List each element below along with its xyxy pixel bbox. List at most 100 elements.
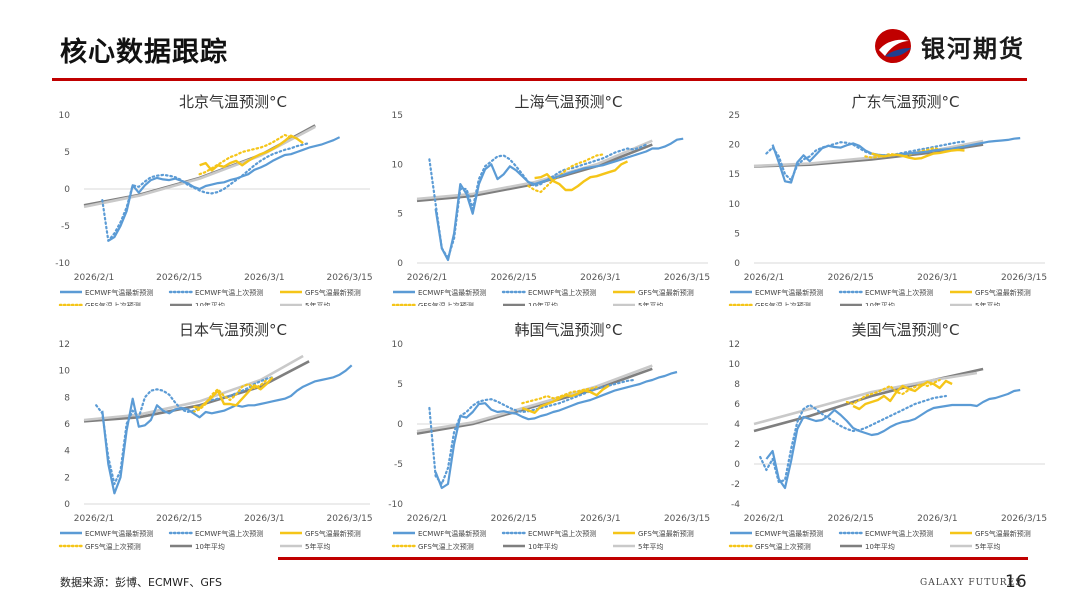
x-tick-label: 2026/2/1 — [744, 514, 784, 524]
chart-usa: 美国气温预测°C -4 -2 0 2 4 6 8 10 12 2026/2/1 2026/2/15 20… — [729, 321, 1048, 551]
x-tick-label: 2026/2/15 — [156, 514, 202, 524]
legend-label: 5年平均 — [975, 542, 1000, 551]
x-tick-label: 2026/2/15 — [491, 273, 537, 283]
page-title: 核心数据跟踪 — [60, 37, 228, 68]
legend-label: 5年平均 — [305, 301, 330, 306]
x-tick-label: 2026/2/15 — [491, 514, 537, 524]
y-tick-label: -5 — [61, 222, 70, 232]
line-ecmwf-dot — [101, 142, 311, 242]
x-tick-label: 2026/3/1 — [917, 273, 957, 283]
y-tick-label: 5 — [397, 380, 403, 390]
y-tick-label: 10 — [729, 360, 741, 370]
line-ecmwf-solid — [434, 370, 678, 490]
legend-label: GFS气温上次预测 — [418, 301, 474, 306]
y-tick-label: 6 — [734, 400, 740, 410]
y-tick-label: -10 — [388, 500, 403, 510]
x-tick-label: 2026/2/15 — [828, 514, 874, 524]
legend-label: GFS气温最新预测 — [305, 288, 361, 297]
line-ecmwf-solid — [101, 364, 353, 495]
y-tick-label: -10 — [55, 259, 70, 269]
x-tick-label: 2026/3/15 — [326, 273, 372, 283]
brand-name: 银河期货 — [921, 34, 1025, 63]
x-tick-label: 2026/2/1 — [407, 514, 447, 524]
legend-label: ECMWF气温最新预测 — [755, 288, 823, 297]
legend-label: ECMWF气温最新预测 — [85, 529, 153, 538]
chart-guangdong: 广东气温预测°C 0 5 10 15 20 25 2026/2/1 2026/2/15 2026/… — [729, 93, 1047, 306]
brand-logo: 银河期货 — [873, 26, 1025, 66]
line-gfs-solid — [871, 148, 965, 160]
y-tick-label: 20 — [729, 141, 741, 151]
y-tick-label: -4 — [731, 500, 740, 510]
footer-divider — [278, 557, 1028, 560]
legend-label: 10年平均 — [528, 542, 558, 551]
header-divider — [52, 78, 1027, 81]
y-tick-label: 4 — [64, 447, 70, 457]
legend-label: GFS气温上次预测 — [85, 301, 141, 306]
legend-label: 10年平均 — [195, 301, 225, 306]
y-tick-label: 15 — [729, 170, 740, 180]
legend-label: ECMWF气温最新预测 — [85, 288, 153, 297]
x-tick-label: 2026/3/1 — [580, 514, 620, 524]
legend-label: 5年平均 — [975, 301, 1000, 306]
legend-label: 5年平均 — [638, 301, 663, 306]
chart-title: 日本气温预测°C — [179, 321, 287, 339]
x-tick-label: 2026/3/15 — [326, 514, 372, 524]
x-tick-label: 2026/3/1 — [917, 514, 957, 524]
legend-label: GFS气温最新预测 — [638, 288, 694, 297]
chart-japan: 日本气温预测°C 0 2 4 6 8 10 12 2026/2/1 2026/2/15 2026/3… — [59, 321, 373, 551]
chart-title: 韩国气温预测°C — [515, 321, 623, 339]
legend-label: 5年平均 — [638, 542, 663, 551]
legend-label: GFS气温上次预测 — [418, 542, 474, 551]
legend-label: 10年平均 — [195, 542, 225, 551]
chart-beijing: 北京气温预测°C -10 -5 0 5 10 2026/2/1 2026/2/15 2026/3… — [55, 93, 373, 306]
legend-label: GFS气温最新预测 — [305, 529, 361, 538]
chart-title: 美国气温预测°C — [852, 321, 960, 339]
footer-brand: GALAXY FUTURES — [920, 578, 1023, 588]
x-tick-label: 2026/3/15 — [1001, 273, 1047, 283]
legend-label: ECMWF气温上次预测 — [195, 288, 263, 297]
y-tick-label: -5 — [394, 460, 403, 470]
x-tick-label: 2026/2/1 — [74, 273, 114, 283]
line-ecmwf-dot — [759, 394, 947, 484]
legend-label: GFS气温上次预测 — [755, 542, 811, 551]
line-gfs-solid — [521, 384, 610, 414]
y-tick-label: 0 — [397, 259, 403, 269]
y-tick-label: 12 — [729, 340, 740, 350]
x-tick-label: 2026/2/1 — [407, 273, 447, 283]
chart-title: 北京气温预测°C — [179, 93, 287, 111]
x-tick-label: 2026/3/15 — [1001, 514, 1047, 524]
y-tick-label: 4 — [734, 420, 740, 430]
y-tick-label: 12 — [59, 340, 70, 350]
x-tick-label: 2026/3/1 — [244, 273, 284, 283]
y-tick-label: 5 — [64, 148, 70, 158]
legend-label: 10年平均 — [865, 301, 895, 306]
chart-korea: 韩国气温预测°C -10 -5 0 5 10 2026/2/1 2026/2/15 2026/3… — [388, 321, 710, 551]
y-tick-label: 2 — [64, 473, 70, 483]
line-avg5 — [416, 364, 653, 433]
line-avg5 — [83, 354, 304, 422]
legend-label: ECMWF气温上次预测 — [528, 529, 596, 538]
legend-label: ECMWF气温上次预测 — [528, 288, 596, 297]
galaxy-futures-logo-icon — [875, 29, 911, 63]
y-tick-label: 5 — [734, 229, 740, 239]
y-tick-label: 0 — [64, 500, 70, 510]
y-tick-label: 10 — [392, 160, 404, 170]
y-tick-label: 0 — [734, 259, 740, 269]
y-tick-label: 5 — [397, 210, 403, 220]
legend-label: 10年平均 — [528, 301, 558, 306]
y-tick-label: 2 — [734, 440, 740, 450]
legend-label: GFS气温最新预测 — [975, 288, 1031, 297]
line-avg5 — [83, 125, 316, 209]
line-avg5 — [753, 371, 978, 426]
page-number: 16 — [1005, 572, 1027, 592]
x-tick-label: 2026/2/15 — [156, 273, 202, 283]
y-tick-label: 15 — [392, 111, 403, 121]
line-ecmwf-solid — [434, 137, 684, 262]
line-gfs-solid — [534, 160, 629, 192]
y-tick-label: 10 — [59, 111, 71, 121]
legend-label: GFS气温最新预测 — [638, 529, 694, 538]
chart-shanghai: 上海气温预测°C 0 5 10 15 2026/2/1 2026/2/15 2026/3/1 2… — [392, 93, 710, 306]
line-avg10 — [416, 143, 653, 203]
line-ecmwf-solid — [765, 388, 1021, 490]
legend-label: ECMWF气温上次预测 — [865, 288, 933, 297]
